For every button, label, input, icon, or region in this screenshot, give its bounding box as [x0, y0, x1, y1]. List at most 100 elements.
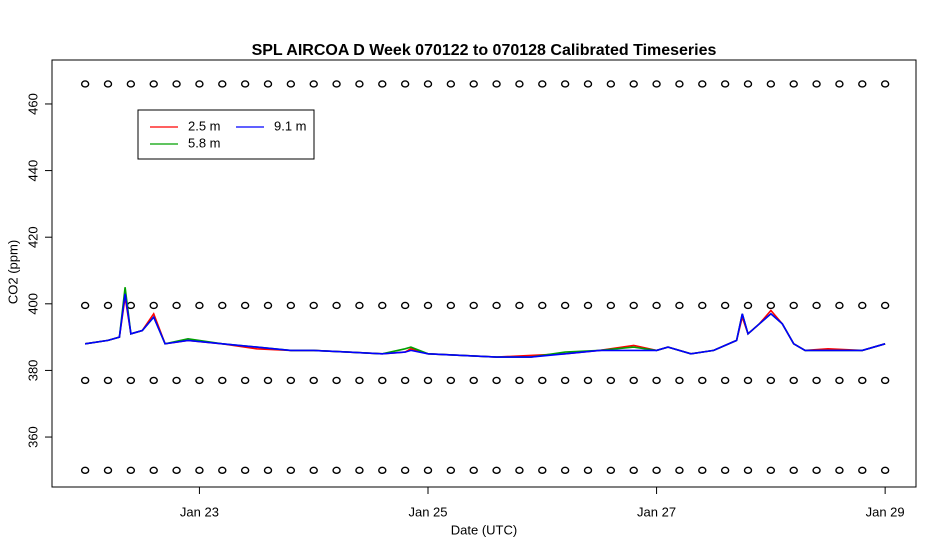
calibration-point	[126, 80, 136, 88]
calibration-point	[172, 466, 181, 475]
y-tick-label: 420	[25, 226, 40, 248]
calibration-point	[378, 466, 387, 475]
calibration-point	[720, 301, 730, 310]
calibration-point	[195, 376, 204, 385]
calibration-point	[675, 466, 684, 475]
calibration-point	[835, 466, 844, 475]
calibration-point	[378, 301, 387, 310]
calibration-point	[218, 301, 227, 310]
calibration-point	[880, 80, 890, 88]
calibration-point	[606, 466, 616, 475]
calibration-point	[720, 376, 730, 385]
calibration-point	[515, 466, 524, 475]
calibration-point	[606, 376, 616, 385]
calibration-point	[172, 376, 181, 385]
calibration-point	[240, 466, 250, 475]
calibration-point	[720, 80, 730, 88]
calibration-point	[286, 80, 296, 88]
calibration-point	[423, 80, 433, 88]
calibration-point	[469, 80, 478, 88]
calibration-point	[675, 301, 684, 310]
calibration-point	[538, 466, 547, 475]
calibration-point	[698, 80, 707, 88]
calibration-point	[469, 301, 478, 310]
legend-label: 5.8 m	[188, 135, 221, 150]
x-axis-label: Date (UTC)	[451, 522, 517, 537]
calibration-point	[126, 376, 136, 385]
calibration-point	[332, 301, 341, 310]
calibration-point	[766, 466, 776, 475]
legend-label: 2.5 m	[188, 118, 221, 133]
calibration-point	[835, 301, 844, 310]
calibration-point	[446, 80, 456, 88]
plot-frame	[51, 59, 917, 488]
calibration-point	[80, 80, 90, 88]
calibration-point	[789, 80, 798, 88]
calibration-point	[743, 301, 753, 310]
calibration-point	[263, 376, 273, 385]
calibration-point	[355, 376, 364, 385]
calibration-point	[332, 376, 341, 385]
calibration-point	[263, 301, 273, 310]
y-axis-label: CO2 (ppm)	[5, 240, 20, 304]
calibration-point	[538, 80, 547, 88]
calibration-point	[195, 80, 204, 88]
calibration-point	[835, 376, 844, 385]
calibration-point	[195, 466, 204, 475]
calibration-point	[538, 301, 547, 310]
x-tick-label: Jan 25	[408, 504, 447, 519]
calibration-point	[309, 301, 318, 310]
calibration-point	[446, 466, 456, 475]
calibration-point	[218, 376, 227, 385]
calibration-point	[675, 376, 684, 385]
calibration-point	[880, 466, 890, 475]
calibration-point	[880, 301, 890, 310]
calibration-point	[218, 80, 227, 88]
calibration-point	[743, 80, 753, 88]
calibration-point	[492, 80, 501, 88]
calibration-point	[149, 466, 158, 475]
calibration-point	[812, 376, 821, 385]
calibration-point	[400, 376, 410, 385]
calibration-point	[858, 466, 867, 475]
x-tick-label: Jan 29	[866, 504, 905, 519]
calibration-point	[560, 80, 570, 88]
calibration-point	[103, 376, 113, 385]
calibration-point	[103, 466, 113, 475]
calibration-point	[423, 301, 433, 310]
calibration-point	[103, 80, 113, 88]
calibration-point	[309, 376, 318, 385]
calibration-point	[492, 301, 501, 310]
calibration-point	[332, 80, 341, 88]
calibration-point	[789, 376, 798, 385]
y-tick-label: 360	[25, 426, 40, 448]
calibration-point	[789, 301, 798, 310]
series-line	[84, 293, 886, 358]
calibration-point	[515, 376, 524, 385]
calibration-point	[698, 466, 707, 475]
calibration-point	[560, 301, 570, 310]
calibration-point	[538, 376, 547, 385]
calibration-point	[629, 80, 638, 88]
calibration-point	[355, 466, 364, 475]
series-line	[84, 296, 886, 358]
calibration-point	[400, 466, 410, 475]
calibration-point	[583, 301, 593, 310]
calibration-point	[629, 301, 638, 310]
calibration-point	[263, 466, 273, 475]
calibration-point	[309, 466, 318, 475]
calibration-point	[720, 466, 730, 475]
calibration-point	[240, 376, 250, 385]
calibration-point	[103, 301, 113, 310]
calibration-point	[652, 301, 661, 310]
x-tick-label: Jan 23	[180, 504, 219, 519]
calibration-point	[675, 80, 684, 88]
calibration-point	[332, 466, 341, 475]
calibration-point	[560, 376, 570, 385]
calibration-point	[858, 80, 867, 88]
calibration-point	[606, 80, 616, 88]
legend	[137, 109, 315, 160]
series-line	[84, 287, 886, 358]
calibration-point	[766, 80, 776, 88]
